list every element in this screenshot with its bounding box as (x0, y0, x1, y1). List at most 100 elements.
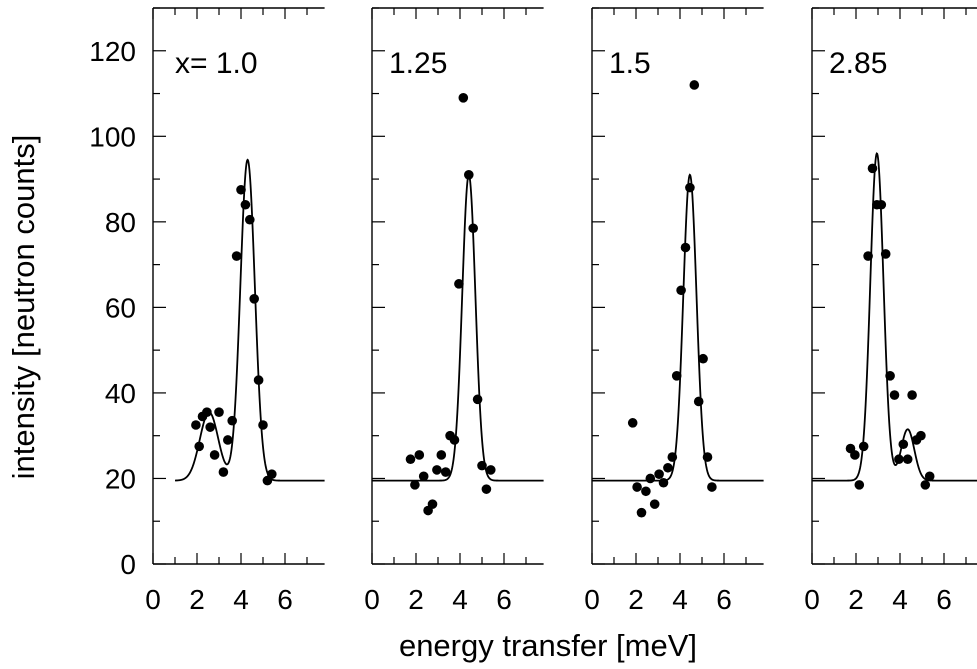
data-point (667, 452, 678, 462)
x-tick-label: 2 (628, 584, 644, 615)
data-point (454, 279, 464, 289)
data-point (449, 435, 460, 445)
x-tick-label: 4 (892, 584, 908, 615)
panel-label: 2.85 (829, 47, 887, 80)
fit-curve (372, 173, 544, 482)
fit-curve (812, 152, 977, 482)
data-point (245, 214, 255, 225)
data-point (481, 484, 492, 494)
data-point (889, 390, 900, 400)
x-axis-label: energy transfer [meV] (399, 628, 697, 663)
data-point (885, 371, 895, 381)
data-point (671, 371, 682, 381)
data-point (440, 467, 451, 477)
fit-curve (592, 173, 764, 482)
data-point (410, 480, 420, 490)
y-tick-label: 120 (89, 36, 136, 67)
data-point (907, 390, 917, 400)
x-tick-label: 0 (584, 584, 600, 615)
y-tick-label: 0 (120, 549, 136, 580)
x-tick-label: 6 (716, 584, 732, 615)
data-point (920, 480, 931, 490)
data-point (468, 223, 479, 234)
data-point (680, 242, 691, 253)
data-point (863, 251, 873, 261)
data-point (632, 482, 642, 492)
data-point (236, 184, 246, 195)
x-tick-label: 6 (936, 584, 952, 615)
y-axis: 0 20 40 60 80 100 120 (89, 36, 136, 580)
data-point (240, 199, 251, 210)
chart-panel-1: 0 2 4 6 x= 1.0 (145, 7, 325, 615)
x-tick-label: 2 (408, 584, 424, 615)
x-tick-label: 6 (496, 584, 512, 615)
data-point (253, 375, 264, 385)
y-tick-label: 60 (105, 292, 136, 323)
y-tick-label: 100 (89, 121, 136, 152)
x-tick-label: 6 (277, 584, 293, 615)
panel-label: x= 1.0 (175, 47, 258, 80)
data-point (702, 452, 713, 462)
data-point (427, 499, 438, 509)
data-point (432, 465, 442, 475)
data-point (916, 430, 926, 441)
data-point (223, 435, 233, 445)
data-point (649, 499, 660, 509)
data-point (698, 353, 708, 364)
panel-label: 1.5 (609, 47, 651, 80)
data-point (693, 396, 704, 407)
data-point (627, 418, 638, 428)
data-point (924, 471, 935, 482)
data-point (414, 450, 425, 460)
x-tick-label: 0 (804, 584, 820, 615)
chart-panel-2: 0 2 4 6 1.25 (364, 7, 544, 615)
data-point (654, 469, 664, 479)
chart-panel-4: 0 2 4 6 2.85 (804, 7, 977, 615)
data-point (486, 465, 496, 475)
data-point (685, 182, 695, 193)
data-point (880, 249, 891, 259)
data-point (689, 80, 700, 90)
chart-panels: 0 2 4 6x= 1.00 2 4 61.250 2 4 61.50 2 4 62.85 (145, 7, 977, 615)
data-point (472, 394, 483, 405)
data-point (658, 477, 669, 488)
x-tick-label: 4 (233, 584, 249, 615)
y-tick-label: 20 (105, 463, 136, 494)
data-point (894, 454, 904, 465)
data-point (249, 294, 259, 304)
data-point (258, 420, 268, 430)
data-point (641, 486, 651, 497)
data-point (477, 460, 487, 471)
data-point (867, 163, 878, 174)
data-point (902, 454, 913, 465)
data-point (209, 450, 220, 460)
data-point (405, 454, 416, 465)
data-point (645, 473, 656, 484)
x-tick-label: 2 (848, 584, 864, 615)
x-tick-label: 0 (145, 584, 161, 615)
x-tick-label: 2 (189, 584, 205, 615)
data-point (458, 93, 469, 103)
data-point (854, 480, 865, 490)
data-point (191, 420, 201, 430)
data-point (214, 407, 224, 417)
x-tick-label: 4 (672, 584, 688, 615)
data-point (218, 467, 229, 477)
data-point (898, 439, 909, 450)
data-point (636, 507, 647, 518)
data-point (464, 170, 474, 180)
data-point (436, 450, 447, 460)
data-point (663, 462, 673, 473)
panel-label: 1.25 (389, 47, 447, 80)
data-point (707, 482, 717, 492)
x-tick-label: 4 (452, 584, 468, 615)
data-point (858, 441, 869, 452)
data-point (194, 441, 204, 452)
data-point (205, 422, 215, 432)
data-point (267, 469, 277, 479)
data-point (202, 407, 212, 417)
data-point (850, 450, 860, 460)
data-point (231, 251, 242, 261)
y-axis-label: intensity [neutron counts] (6, 135, 41, 480)
